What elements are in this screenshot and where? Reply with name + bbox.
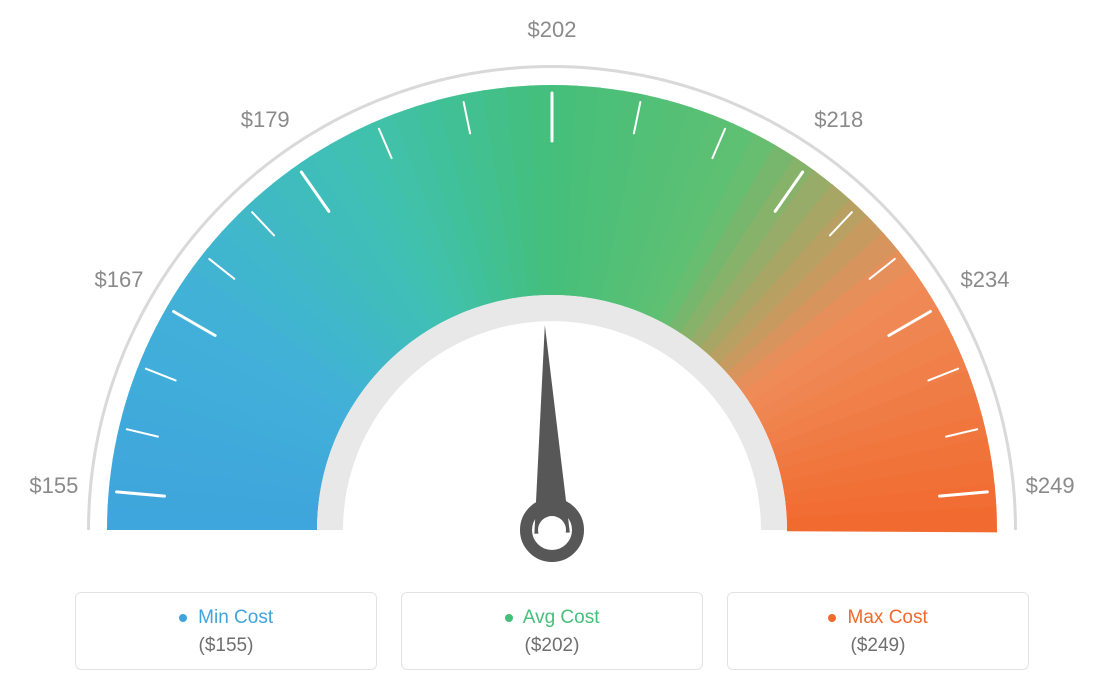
legend-title-avg: Avg Cost [402, 607, 702, 629]
gauge: $155 $167 $179 $202 $218 $234 $249 [0, 0, 1104, 570]
legend-card-max: Max Cost ($249) [727, 592, 1029, 670]
gauge-tick-label: $249 [1026, 473, 1075, 499]
dot-icon [179, 614, 187, 622]
legend-title-max-text: Max Cost [848, 607, 928, 628]
gauge-tick-label: $167 [95, 267, 144, 293]
gauge-tick-label: $155 [29, 473, 78, 499]
legend-card-min: Min Cost ($155) [75, 592, 377, 670]
legend-title-avg-text: Avg Cost [523, 607, 600, 628]
gauge-tick-label: $218 [814, 107, 863, 133]
legend-title-max: Max Cost [728, 607, 1028, 629]
dot-icon [828, 614, 836, 622]
legend-title-min: Min Cost [76, 607, 376, 629]
gauge-tick-label: $202 [528, 17, 577, 43]
legend-value-max: ($249) [728, 635, 1028, 657]
dot-icon [505, 614, 513, 622]
legend-title-min-text: Min Cost [198, 607, 273, 628]
chart-container: $155 $167 $179 $202 $218 $234 $249 Min Cost ($… [0, 0, 1104, 690]
gauge-tick-label: $179 [241, 107, 290, 133]
legend-row: Min Cost ($155) Avg Cost ($202) Max Cost… [0, 592, 1104, 670]
legend-value-min: ($155) [76, 635, 376, 657]
legend-value-avg: ($202) [402, 635, 702, 657]
gauge-svg [0, 0, 1104, 570]
gauge-tick-label: $234 [961, 267, 1010, 293]
legend-card-avg: Avg Cost ($202) [401, 592, 703, 670]
